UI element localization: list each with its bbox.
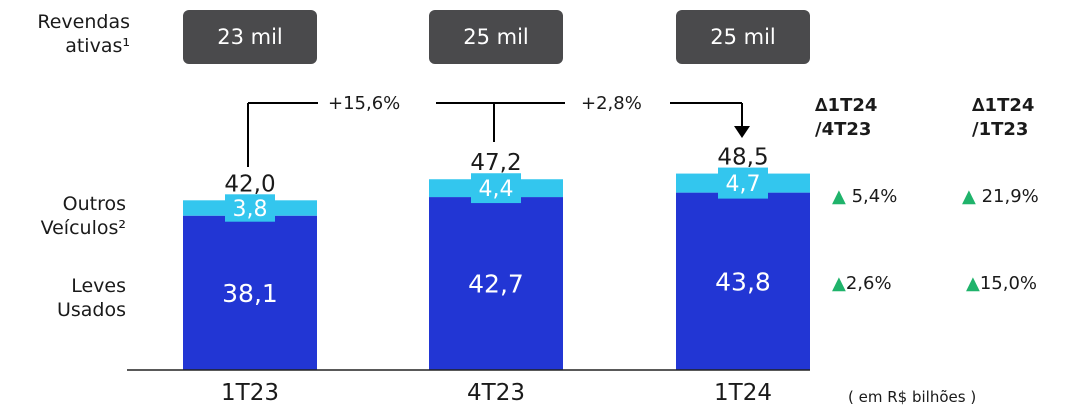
up-triangle-icon: ▲: [962, 186, 976, 207]
header-yoy: ∆1T24 /1T23: [972, 95, 1035, 140]
data-label-leves: 38,1: [222, 279, 278, 308]
data-label-box-outros: [471, 173, 521, 204]
outros-veiculos-label: Outros Veículos²: [40, 193, 126, 239]
total-label: 42,0: [224, 171, 275, 197]
outros-qoq-variation: ▲ 5,4%: [832, 186, 898, 207]
unit-note: ( em R$ bilhões ): [848, 388, 977, 406]
up-triangle-icon: ▲: [832, 273, 846, 294]
leves-qoq-variation: ▲2,6%: [832, 273, 892, 294]
bar-leves-usados: [429, 197, 563, 370]
growth-label-4t23: +15,6%: [328, 93, 401, 114]
up-triangle-icon: ▲: [966, 273, 980, 294]
growth-connectors: [247, 102, 750, 167]
header-qoq: ∆1T24 /4T23: [815, 95, 878, 140]
arrow-down-icon: [734, 126, 750, 138]
data-label-box-outros: [718, 167, 768, 199]
up-triangle-icon: ▲: [832, 186, 846, 207]
total-label: 47,2: [470, 150, 521, 176]
revendas-badge-4t23: 25 mil: [429, 10, 563, 64]
total-label: 48,5: [717, 145, 768, 171]
data-label-outros: 4,4: [479, 177, 514, 202]
x-tick-label: 1T23: [221, 380, 279, 406]
data-label-outros: 4,7: [726, 172, 761, 197]
revendas-badge-1t23: 23 mil: [183, 10, 317, 64]
leves-usados-label: Leves Usados: [56, 275, 126, 321]
data-label-box-outros: [225, 194, 275, 222]
growth-label-1t24: +2,8%: [581, 93, 642, 114]
data-label-outros: 3,8: [233, 197, 268, 222]
outros-yoy-variation: ▲ 21,9%: [962, 186, 1039, 207]
data-label-leves: 42,7: [468, 270, 524, 299]
revendas-badge-1t24: 25 mil: [676, 10, 810, 64]
bar-leves-usados: [183, 215, 317, 370]
leves-yoy-variation: ▲15,0%: [966, 273, 1038, 294]
revendas-label: Revendas ativas¹: [37, 11, 130, 57]
x-tick-label: 1T24: [714, 380, 772, 406]
x-tick-label: 4T23: [467, 380, 525, 406]
data-label-leves: 43,8: [715, 267, 771, 296]
bar-leves-usados: [676, 192, 810, 370]
